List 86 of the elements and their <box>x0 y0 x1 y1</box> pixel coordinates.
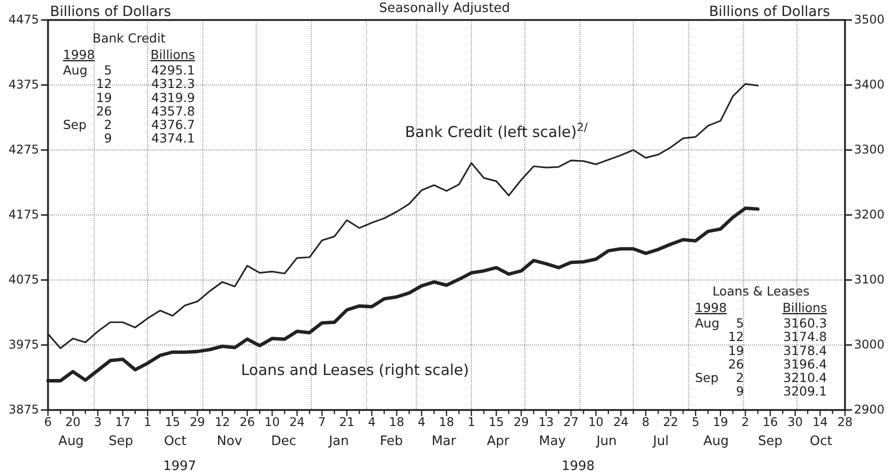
y-tick-label: 4475 <box>8 12 39 26</box>
y-axis-title: Billions of Dollars <box>50 4 172 20</box>
x-tick-label: 5 <box>692 415 700 429</box>
text: Nov <box>216 434 242 449</box>
text: 1997 <box>163 459 196 474</box>
x-tick-label: 13 <box>538 415 554 429</box>
x-tick-label: 3 <box>94 415 102 429</box>
y2-axis-title: Billions of Dollars <box>708 4 830 20</box>
text: Sep 2 4376.7 <box>63 117 195 132</box>
text: Jun <box>595 434 617 449</box>
x-tick-label: 27 <box>563 415 579 429</box>
y2-tick-label: 3400 <box>854 77 885 92</box>
series-label: Bank Credit (left scale)$^{2/}$ <box>405 120 588 141</box>
text: 9 4374.1 <box>104 131 195 146</box>
y-tick-label: 3975 <box>8 337 39 352</box>
text: Oct <box>810 434 832 449</box>
x-tick-label: 20 <box>65 415 81 429</box>
y-tick-label: 4275 <box>8 142 39 156</box>
y2-tick-label: 3100 <box>854 272 885 286</box>
text: Feb <box>380 434 403 449</box>
y2-tick-label: 3200 <box>854 207 885 222</box>
x-tick-label: 19 <box>712 415 728 429</box>
text: 12 4312.3 <box>96 76 195 92</box>
text: Sep 2 3210.4 <box>695 370 827 386</box>
x-tick-label: 8 <box>642 415 650 429</box>
text: Oct <box>164 434 186 449</box>
y-tick-label: 3875 <box>8 402 39 416</box>
text: Mar <box>432 434 457 449</box>
x-tick-label: 6 <box>44 415 52 429</box>
x-tick-label: 1 <box>468 415 476 429</box>
text: Apr <box>486 434 510 449</box>
text: Dec <box>271 434 296 449</box>
text: 9 3209.1 <box>736 384 827 400</box>
x-tick-label: 1 <box>144 415 152 429</box>
x-tick-label: 4 <box>368 415 376 429</box>
x-tick-label: 7 <box>318 415 326 429</box>
x-tick-label: 17 <box>115 415 130 429</box>
x-tick-label: 26 <box>240 415 255 429</box>
text: Aug <box>58 434 84 449</box>
text: Aug 5 4295.1 <box>63 63 195 78</box>
annotation: Loans & Leases <box>712 283 810 298</box>
x-tick-label: 24 <box>613 415 628 429</box>
text: Sep <box>758 434 783 449</box>
x-tick-label: 4 <box>418 415 426 429</box>
x-tick-label: 2 <box>742 415 750 429</box>
annotation: 1998 <box>63 47 95 62</box>
text: Aug <box>703 434 729 449</box>
y2-tick-label: 3300 <box>854 142 885 156</box>
x-tick-label: 18 <box>389 415 404 429</box>
x-tick-label: 21 <box>339 415 355 429</box>
text: 12 3174.8 <box>728 330 827 345</box>
x-tick-label: 28 <box>837 415 853 429</box>
chart-title: Seasonally Adjusted <box>378 1 510 16</box>
text: May <box>538 434 566 449</box>
x-tick-label: 10 <box>588 415 604 429</box>
x-tick-label: 10 <box>264 415 280 429</box>
y-tick-label: 4175 <box>8 207 39 222</box>
y2-tick-label: 3500 <box>854 12 885 26</box>
text: 1998 Billions <box>695 300 827 316</box>
y-tick-label: 4375 <box>8 77 39 92</box>
annotation: Bank Credit <box>92 30 166 46</box>
x-tick-label: 22 <box>663 415 678 429</box>
x-tick-label: 18 <box>438 415 454 429</box>
text: 1998 <box>562 459 595 474</box>
x-tick-label: 14 <box>812 415 828 429</box>
x-tick-label: 29 <box>514 415 529 429</box>
x-tick-label: 15 <box>488 415 504 429</box>
y2-tick-label: 3000 <box>854 337 885 352</box>
y-tick-label: 4075 <box>8 272 39 286</box>
x-tick-label: 16 <box>762 415 778 429</box>
text: 19 3178.4 <box>728 343 827 358</box>
y2-tick-label: 2900 <box>854 402 885 416</box>
text: Aug 5 3160.3 <box>695 316 827 332</box>
text: Sep <box>108 434 134 449</box>
text: Jul <box>652 434 669 449</box>
text: Billions <box>150 47 195 62</box>
text: 19 4319.9 <box>96 90 195 106</box>
x-tick-label: 29 <box>190 415 206 429</box>
text: 26 4357.8 <box>96 104 195 119</box>
text: 26 3196.4 <box>728 356 827 372</box>
text: Jan <box>328 434 349 449</box>
x-tick-label: 15 <box>164 415 180 429</box>
series-label: Loans and Leases (right scale) <box>240 361 470 379</box>
x-tick-label: 24 <box>289 415 305 429</box>
x-tick-label: 30 <box>788 415 803 429</box>
x-tick-label: 12 <box>214 415 230 429</box>
